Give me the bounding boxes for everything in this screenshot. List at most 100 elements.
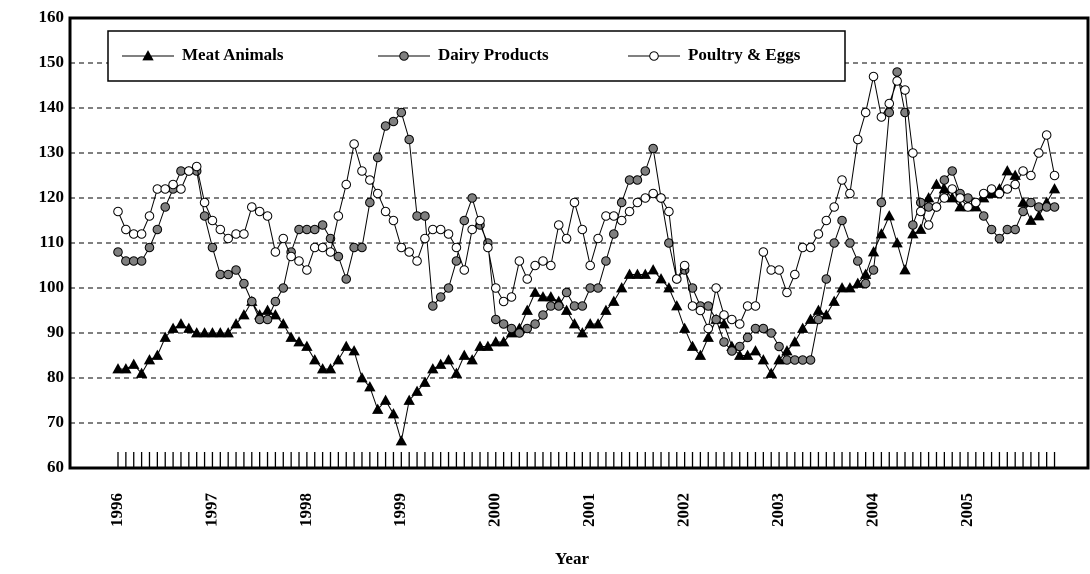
marker (152, 184, 163, 194)
marker (239, 229, 249, 239)
marker (214, 327, 226, 338)
marker (151, 349, 164, 360)
marker (1001, 165, 1013, 176)
y-tick-label: 120 (39, 187, 65, 206)
marker (144, 211, 155, 221)
marker (892, 76, 902, 86)
marker (994, 188, 1005, 199)
marker (341, 179, 352, 190)
x-tick-label: 2005 (957, 493, 976, 527)
marker (121, 224, 131, 235)
marker (128, 229, 139, 239)
x-tick-label: 2001 (579, 493, 598, 527)
marker (632, 197, 643, 208)
marker (254, 314, 265, 325)
marker (922, 192, 935, 203)
marker (160, 202, 171, 212)
marker (286, 251, 296, 262)
marker (442, 354, 455, 365)
marker (813, 314, 824, 325)
marker (420, 233, 430, 244)
marker (884, 98, 895, 109)
marker (191, 327, 203, 338)
marker (1017, 196, 1029, 207)
y-tick-label: 110 (39, 232, 64, 251)
marker (277, 318, 289, 329)
marker (986, 184, 997, 194)
marker (160, 184, 171, 194)
marker (222, 327, 234, 338)
marker (797, 322, 809, 333)
marker (388, 215, 399, 226)
marker (332, 354, 345, 365)
marker (356, 372, 368, 383)
marker (372, 188, 383, 199)
marker (719, 337, 729, 347)
marker (176, 184, 186, 194)
marker (537, 291, 549, 302)
y-tick-label: 80 (47, 367, 64, 386)
marker (396, 107, 407, 118)
marker (742, 332, 753, 343)
marker (609, 211, 619, 221)
marker (837, 215, 847, 226)
marker (592, 318, 604, 329)
marker (860, 107, 871, 118)
marker (821, 215, 832, 226)
marker (546, 301, 556, 311)
marker (648, 188, 658, 199)
marker (199, 197, 210, 208)
marker (593, 233, 603, 244)
marker (734, 319, 745, 329)
marker (687, 301, 698, 311)
marker (891, 237, 903, 248)
marker (695, 305, 706, 316)
marker (781, 345, 793, 356)
marker (159, 331, 171, 342)
marker (837, 175, 847, 185)
marker (648, 143, 658, 154)
marker (686, 340, 699, 351)
marker (231, 265, 241, 275)
x-tick-label: 1999 (390, 493, 409, 527)
marker (302, 224, 312, 235)
marker (616, 215, 627, 226)
marker (451, 256, 462, 266)
marker (954, 201, 966, 212)
marker (805, 355, 816, 365)
marker (883, 210, 895, 221)
marker (789, 336, 801, 347)
marker (404, 247, 414, 257)
marker (467, 193, 477, 203)
marker (317, 242, 328, 253)
marker (553, 301, 564, 311)
marker (782, 355, 792, 365)
marker (529, 286, 541, 297)
marker (671, 300, 683, 311)
marker (379, 394, 392, 405)
marker (608, 295, 620, 306)
marker (238, 309, 250, 320)
marker (915, 206, 926, 217)
marker (734, 349, 746, 360)
marker (396, 242, 407, 253)
marker (113, 206, 123, 217)
marker (687, 283, 698, 293)
marker (459, 215, 470, 226)
marker (624, 206, 635, 217)
marker (387, 408, 400, 419)
marker (577, 301, 588, 311)
marker (616, 197, 627, 208)
legend-label: Meat Animals (182, 45, 284, 64)
marker (678, 322, 691, 333)
marker (183, 322, 195, 333)
marker (112, 363, 124, 374)
marker (372, 152, 383, 163)
marker (254, 206, 265, 217)
marker (584, 318, 596, 329)
marker (231, 229, 241, 239)
marker (876, 197, 887, 208)
marker (766, 265, 777, 275)
marker (915, 223, 927, 234)
marker (585, 283, 596, 293)
